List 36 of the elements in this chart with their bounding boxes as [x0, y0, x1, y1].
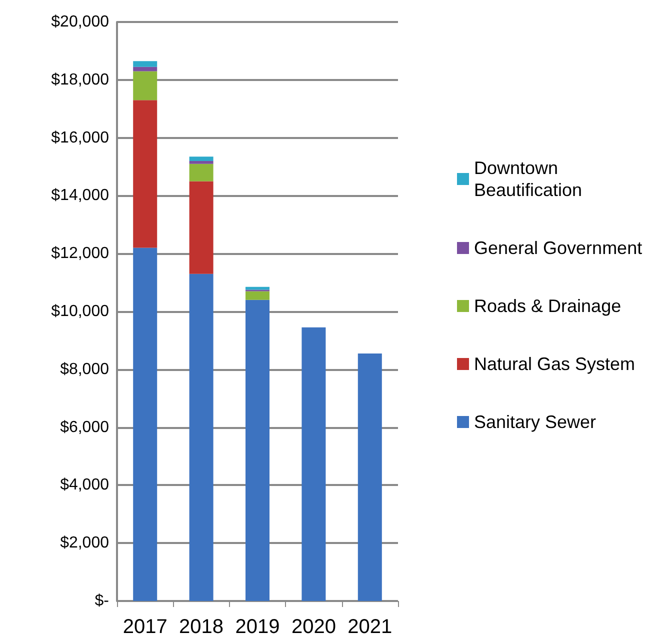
x-tick-label: 2021: [348, 616, 392, 638]
x-tick-label: 2020: [291, 616, 336, 638]
bar: [246, 300, 270, 601]
y-tick-label: $18,000: [51, 71, 110, 88]
bar: [189, 274, 214, 601]
y-tick-label: $20,000: [51, 14, 110, 30]
bar: [302, 327, 326, 601]
bar: [189, 160, 214, 164]
legend-label: Downtown Beautification: [474, 158, 582, 200]
x-tick-label: 2019: [235, 616, 280, 638]
y-tick-label: $-: [94, 592, 109, 610]
bar: [189, 156, 214, 161]
legend-label: Roads & Drainage: [474, 296, 622, 316]
bar: [133, 61, 158, 67]
x-tick-label: 2018: [179, 616, 224, 638]
bar: [246, 291, 270, 300]
bar: [133, 66, 158, 72]
x-tick-label: 2017: [122, 616, 168, 638]
bar: [133, 71, 158, 100]
y-tick-label: $6,000: [60, 418, 110, 436]
bar: [358, 353, 382, 601]
y-tick-label: $4,000: [60, 476, 110, 494]
y-tick-label: $16,000: [51, 129, 110, 146]
bar: [189, 164, 214, 182]
bar: [133, 100, 158, 248]
legend-label: Natural Gas System: [474, 354, 636, 374]
bar: [133, 248, 158, 601]
y-tick-label: $2,000: [60, 534, 110, 552]
legend-label: Sanitary Sewer: [474, 412, 596, 432]
y-tick-label: $8,000: [60, 360, 110, 378]
y-tick-label: $10,000: [51, 303, 110, 320]
bar: [246, 286, 270, 290]
legend-label: General Government: [474, 238, 642, 258]
y-tick-label: $12,000: [51, 245, 110, 262]
y-tick-label: $14,000: [51, 187, 110, 204]
bar: [189, 181, 214, 274]
